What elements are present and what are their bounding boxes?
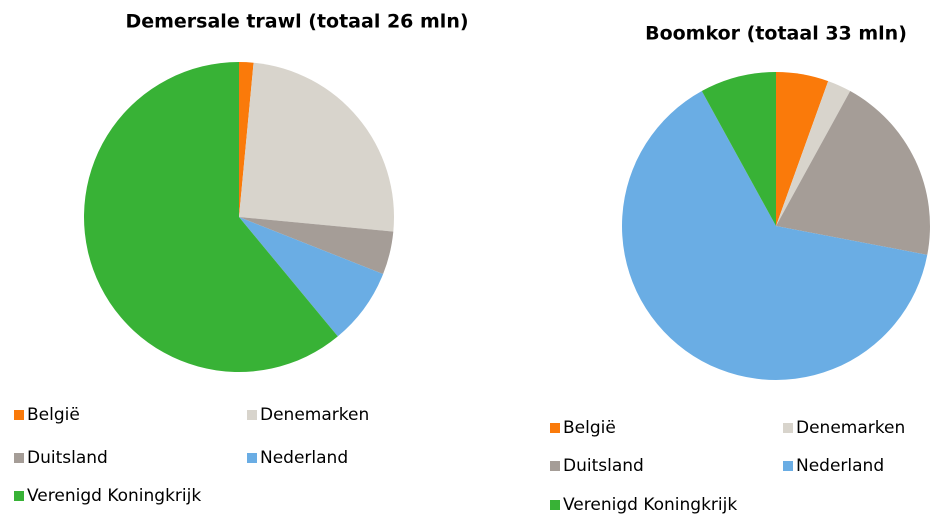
pie-slice bbox=[622, 91, 928, 381]
legend-label: Verenigd Koningkrijk bbox=[27, 486, 201, 506]
legend-swatch bbox=[783, 461, 793, 471]
legend-label: Duitsland bbox=[27, 448, 108, 468]
legend-label: België bbox=[563, 418, 616, 438]
legend-swatch bbox=[247, 453, 257, 463]
legend-swatch bbox=[14, 453, 24, 463]
legend-swatch bbox=[14, 410, 24, 420]
legend-swatch bbox=[247, 410, 257, 420]
pie-slice bbox=[239, 62, 395, 232]
pie-slice bbox=[776, 91, 930, 255]
legend-label: Denemarken bbox=[260, 405, 369, 425]
chart-title: Boomkor (totaal 33 mln) bbox=[645, 23, 907, 45]
legend-label: Nederland bbox=[260, 448, 348, 468]
pie-slice bbox=[84, 62, 338, 372]
legend-label: Denemarken bbox=[796, 418, 905, 438]
legend-swatch bbox=[783, 423, 793, 433]
pie-slice bbox=[701, 72, 776, 226]
legend-label: België bbox=[27, 405, 80, 425]
pie-slice bbox=[239, 62, 254, 217]
legend-label: Duitsland bbox=[563, 456, 644, 476]
legend-label: Verenigd Koningkrijk bbox=[563, 495, 737, 515]
pie-slice bbox=[239, 217, 384, 337]
legend-swatch bbox=[14, 491, 24, 501]
legend-swatch bbox=[550, 500, 560, 510]
pie-slice bbox=[776, 72, 829, 226]
pie-slice bbox=[776, 81, 851, 226]
chart-title: Demersale trawl (totaal 26 mln) bbox=[125, 11, 468, 33]
legend-label: Nederland bbox=[796, 456, 884, 476]
legend-swatch bbox=[550, 423, 560, 433]
pie-slice bbox=[239, 217, 394, 275]
legend-swatch bbox=[550, 461, 560, 471]
